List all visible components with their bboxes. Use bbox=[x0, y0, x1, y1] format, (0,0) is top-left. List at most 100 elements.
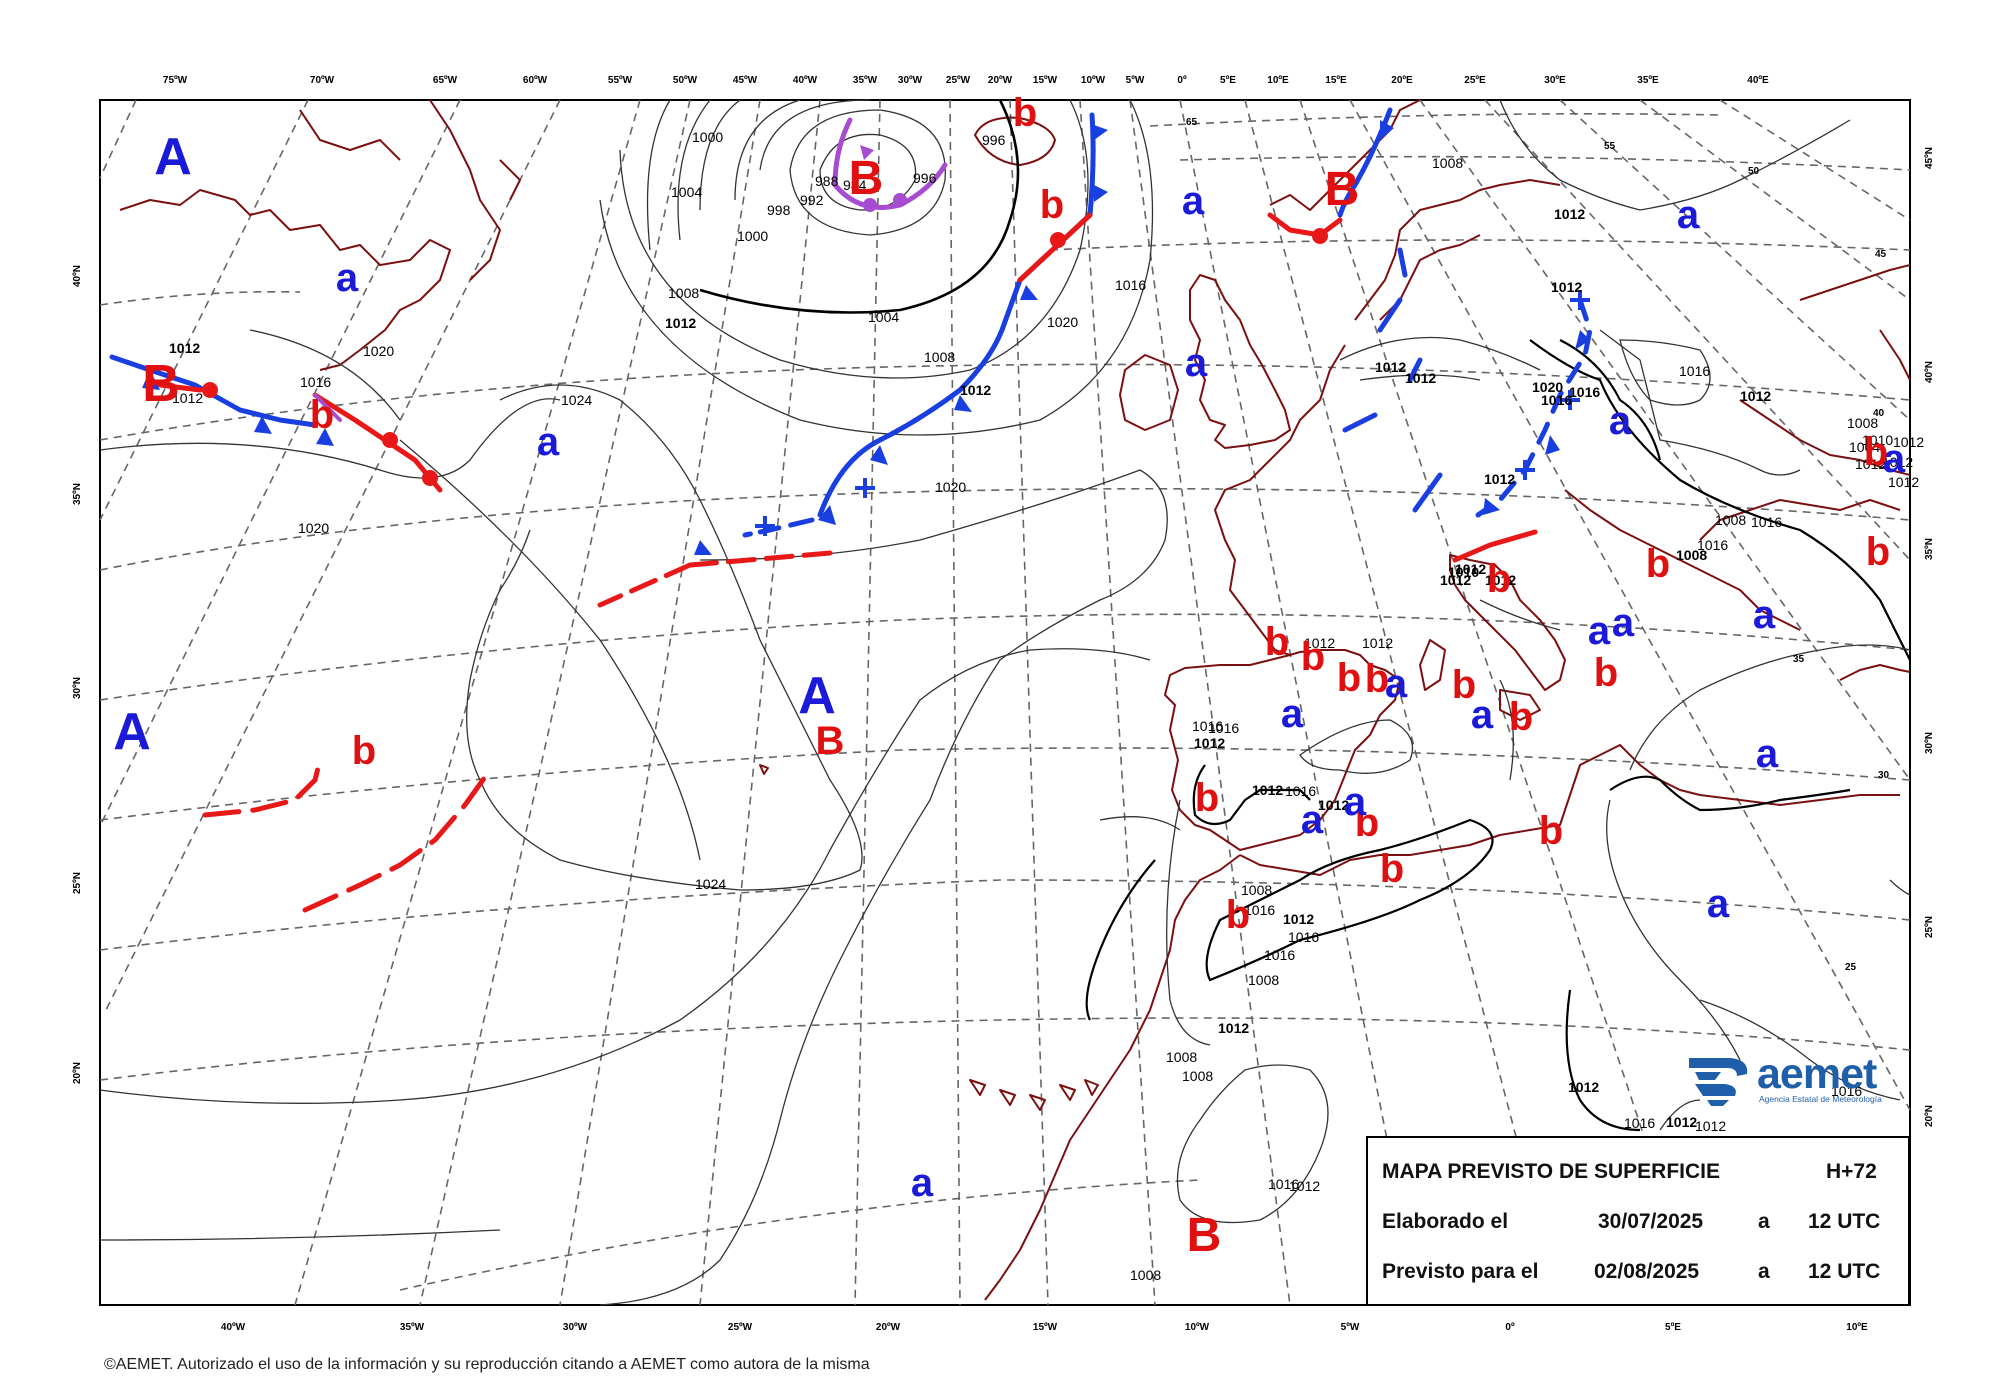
isobar-value-label: 1016 bbox=[1192, 718, 1223, 734]
right-latitude-label: 20ºN bbox=[1924, 1105, 1935, 1127]
isobar-value-label: 1016 bbox=[1208, 720, 1239, 736]
previsto-date: 02/08/2025 bbox=[1594, 1260, 1700, 1283]
previsto-time: 12 UTC bbox=[1808, 1260, 1881, 1283]
isobar-value-label: 1008 bbox=[1676, 547, 1707, 563]
isobar-value-label: 1012 bbox=[1882, 454, 1913, 470]
relative-low: b bbox=[1487, 557, 1511, 601]
high-pressure-center: A bbox=[798, 667, 836, 725]
isobar-value-label: 1000 bbox=[692, 129, 723, 145]
top-longitude-label: 70ºW bbox=[310, 75, 335, 86]
forecast-info-box: MAPA PREVISTO DE SUPERFICIE H+72 Elabora… bbox=[1366, 1136, 1910, 1306]
grid-latitude-mark: 35 bbox=[1793, 654, 1805, 665]
isobar-value-label: 1012 bbox=[1440, 572, 1471, 588]
relative-high: a bbox=[1182, 179, 1205, 223]
isobar-value-label: 1012 bbox=[1218, 1020, 1249, 1036]
elaborado-a: a bbox=[1758, 1210, 1770, 1233]
relative-high: a bbox=[1883, 437, 1906, 481]
top-longitude-label: 75ºW bbox=[163, 75, 188, 86]
relative-high: a bbox=[1385, 662, 1408, 706]
copyright-credit: ©AEMET. Autorizado el uso de la informac… bbox=[104, 1356, 870, 1373]
top-longitude-label: 45ºW bbox=[733, 75, 758, 86]
top-longitude-label: 65ºW bbox=[433, 75, 458, 86]
left-latitude-label: 25ºN bbox=[72, 872, 83, 894]
isobar-value-label: 1012 bbox=[665, 315, 696, 331]
isobar-value-label: 1012 bbox=[172, 390, 203, 406]
isobar-value-label: 1004 bbox=[868, 309, 899, 325]
relative-low: b bbox=[1013, 91, 1037, 135]
top-longitude-label: 20ºW bbox=[988, 75, 1013, 86]
relative-low: b bbox=[1864, 430, 1888, 474]
relative-low: b bbox=[1594, 651, 1618, 695]
top-longitude-label: 35ºW bbox=[853, 75, 878, 86]
isobar-value-label: 1012 bbox=[1283, 911, 1314, 927]
isobar-value-label: 1008 bbox=[924, 349, 955, 365]
elaborado-label: Elaborado el bbox=[1382, 1210, 1509, 1233]
isobar-value-label: 1016 bbox=[1288, 929, 1319, 945]
relative-high: a bbox=[1707, 882, 1730, 926]
isobar-value-label: 1012 bbox=[1855, 456, 1886, 472]
bottom-longitude-label: 5ºE bbox=[1665, 1322, 1681, 1333]
isobar-value-label: 1012 bbox=[1289, 1178, 1320, 1194]
isobar-value-label: 1010 bbox=[1862, 432, 1893, 448]
isobar-value-label: 1016 bbox=[1268, 1176, 1299, 1192]
bottom-longitude-label: 5ºW bbox=[1341, 1322, 1360, 1333]
elaborado-time: 12 UTC bbox=[1808, 1210, 1881, 1233]
isobar-value-label: 1012 bbox=[1666, 1114, 1697, 1130]
isobar-value-label: 1024 bbox=[695, 876, 726, 892]
right-latitude-label: 35ºN bbox=[1924, 538, 1935, 560]
top-longitude-label: 50ºW bbox=[673, 75, 698, 86]
isobar-value-label: 1012 bbox=[1485, 572, 1516, 588]
top-longitude-label: 30ºE bbox=[1544, 75, 1566, 86]
relative-low: b bbox=[1646, 542, 1670, 586]
top-longitude-label: 25ºE bbox=[1464, 75, 1486, 86]
relative-low: b bbox=[1265, 620, 1289, 664]
isobar-value-label: 1012 bbox=[1695, 1118, 1726, 1134]
aemet-logo: aemet Agencia Estatal de Meteorología bbox=[1685, 1050, 1910, 1110]
isobar-value-label: 1016 bbox=[1244, 902, 1275, 918]
tick-labels: 75ºW 70ºW 65ºW 60ºW 55ºW 50ºW 45ºW 40ºW 35ºW 30ºW… bbox=[72, 75, 1935, 1333]
top-longitude-label: 15ºW bbox=[1033, 75, 1058, 86]
isobar-value-label: 1012 bbox=[1888, 474, 1919, 490]
low-pressure-center: B bbox=[142, 355, 180, 413]
relative-low: b bbox=[1380, 847, 1404, 891]
isobar-value-label: 1008 bbox=[1166, 1049, 1197, 1065]
grid-latitude-mark: 45 bbox=[1875, 249, 1887, 260]
top-longitude-label: 40ºE bbox=[1747, 75, 1769, 86]
grid-latitude-mark: 25 bbox=[1845, 962, 1857, 973]
low-pressure-center: B bbox=[1325, 163, 1360, 216]
isobar-value-label: 1016 bbox=[1541, 392, 1572, 408]
elaborado-date: 30/07/2025 bbox=[1598, 1210, 1704, 1233]
isobar-value-label: 992 bbox=[800, 192, 824, 208]
relative-high: a bbox=[537, 420, 560, 464]
isobar-value-label: 996 bbox=[982, 132, 1006, 148]
isobar-value-label: 984 bbox=[843, 177, 867, 193]
isobar-value-label: 1016 bbox=[300, 374, 331, 390]
top-longitude-label: 5ºE bbox=[1220, 75, 1236, 86]
isobar-value-label: 1020 bbox=[298, 520, 329, 536]
relative-high: a bbox=[1471, 693, 1494, 737]
bottom-longitude-label: 35ºW bbox=[400, 1322, 425, 1333]
isobar-value-label: 1012 bbox=[1554, 206, 1585, 222]
relative-low: b bbox=[1355, 801, 1379, 845]
isobar-value-label: 1012 bbox=[1893, 434, 1924, 450]
low-pressure-center: B bbox=[816, 719, 845, 763]
relative-low: b bbox=[1337, 656, 1361, 700]
left-latitude-label: 30ºN bbox=[72, 677, 83, 699]
bottom-longitude-label: 25ºW bbox=[728, 1322, 753, 1333]
top-longitude-label: 30ºW bbox=[898, 75, 923, 86]
grid-latitude-mark: 55 bbox=[1604, 141, 1616, 152]
low-pressure-center: B bbox=[1187, 1209, 1222, 1262]
top-longitude-label: 15ºE bbox=[1325, 75, 1347, 86]
isobar-value-label: 1012 bbox=[1551, 279, 1582, 295]
logo-word: aemet bbox=[1757, 1050, 1877, 1098]
isobar-value-label: 1012 bbox=[1484, 471, 1515, 487]
isobar-value-label: 1016 bbox=[1115, 277, 1146, 293]
map-frame bbox=[99, 99, 1911, 1306]
isobars bbox=[99, 99, 1911, 1306]
isobar-value-label: 998 bbox=[767, 202, 791, 218]
coastlines bbox=[119, 99, 1911, 1301]
bottom-longitude-label: 0º bbox=[1505, 1322, 1515, 1333]
